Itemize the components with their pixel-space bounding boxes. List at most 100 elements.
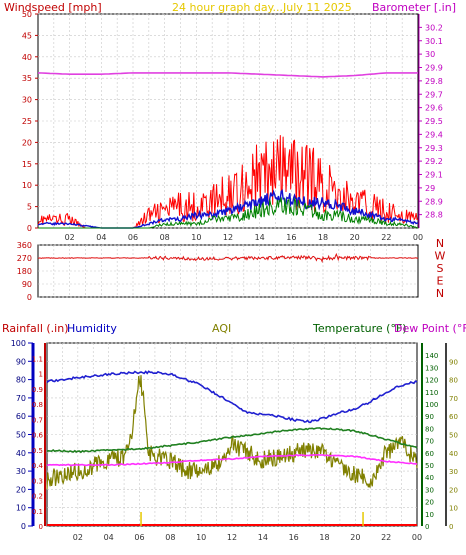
climate-x-tick-label: 22 [381,533,391,542]
direction-y-tick-label: 90 [22,280,32,289]
rainfall-y-tick-label: 1.1 [32,355,43,363]
temperature-line [46,427,418,454]
humidity-y-tick-label: 50 [16,431,26,440]
barometer-y-tick-label: 29.7 [425,90,443,99]
graph-title: 24 hour graph day...July 11 2025 [172,1,352,14]
barometer-y-tick-label: 28.9 [425,197,443,206]
temperature-y-tick-label: 30 [425,486,434,494]
compass-label: W [435,250,446,263]
barometer-y-tick-label: 30.1 [425,37,443,46]
humidity-y-tick-label: 0 [21,522,26,531]
aqi-y-tick-label: 0 [449,523,453,531]
wind-x-tick-label: 12 [223,233,233,242]
aqi-y-tick-label: 60 [449,413,458,421]
aqi-label: AQI [212,322,231,335]
humidity-y-tick-label: 20 [16,485,26,494]
wind-y-tick-label: 25 [22,117,32,126]
rainfall-y-tick-label: 0.4 [32,462,44,470]
humidity-y-tick-label: 10 [16,504,26,513]
wind-x-tick-label: 14 [255,233,265,242]
barometer-y-axis: 28.8 28.9 29 29.1 29.2 29.3 29.4 29.5 29.6 29.7 29… [418,14,443,228]
barometer-y-tick-label: 29 [425,184,435,193]
barometer-y-tick-label: 29.5 [425,117,443,126]
wind-y-tick-label: 45 [22,31,32,40]
wind-y-tick-label: 35 [22,74,32,83]
wind-series [37,72,419,229]
wind-x-tick-label: 16 [286,233,296,242]
barometer-y-tick-label: 29.9 [425,64,443,73]
humidity-line [46,370,418,424]
temperature-y-tick-label: 100 [425,401,438,409]
climate-x-tick-label: 14 [258,533,268,542]
rainfall-y-tick-label: 1 [39,371,43,379]
climate-x-tick-label: 16 [289,533,299,542]
wind-x-tick-label: 04 [96,233,106,242]
barometer-y-tick-label: 30 [425,50,435,59]
humidity-y-tick-label: 30 [16,467,26,476]
temperature-y-tick-label: 20 [425,499,434,507]
aqi-y-tick-label: 70 [449,395,458,403]
temperature-y-tick-label: 40 [425,474,434,482]
temperature-y-tick-label: 0 [425,523,429,531]
wind-x-tick-label: 08 [160,233,170,242]
climate-x-tick-label: 04 [104,533,114,542]
windspeed-label: Windspeed [mph] [4,1,102,14]
climate-x-tick-label: 00 [412,533,422,542]
wind-y-tick-label: 0 [27,224,32,233]
wind-x-tick-label: 00 [413,233,423,242]
humidity-y-tick-label: 80 [16,376,26,385]
compass-label: N [436,287,444,300]
wind-y-tick-label: 30 [22,96,32,105]
wind-direction-line [37,252,419,264]
compass-label: E [437,275,444,288]
temperature-y-tick-label: 140 [425,352,438,360]
rainfall-y-tick-label: 0 [39,523,43,531]
rainfall-label: Rainfall (.in) [2,322,69,335]
wind-x-tick-label: 06 [128,233,138,242]
temperature-y-tick-label: 60 [425,450,434,458]
climate-axes: 010203040506070809010000.10.20.30.40.50.… [11,339,458,531]
dewpoint-line [46,453,418,467]
climate-x-axis: 02 04 06 08 10 12 14 16 18 20 22 00 [73,533,422,542]
humidity-y-tick-label: 70 [16,394,26,403]
rainfall-y-tick-label: 0.7 [32,416,43,424]
barometer-label: Barometer [.in] [372,1,456,14]
dewpoint-label: Dew Point (°F) [394,322,466,335]
aqi-y-tick-label: 20 [449,486,458,494]
aqi-y-tick-label: 80 [449,377,458,385]
direction-series [37,252,419,264]
wind-y-tick-label: 5 [27,203,32,212]
wind-y-tick-label: 40 [22,53,32,62]
barometer-y-tick-label: 29.3 [425,144,443,153]
rainfall-y-tick-label: 0.5 [32,447,43,455]
rainfall-y-tick-label: 0.3 [32,477,43,485]
rainfall-y-tick-label: 0.8 [32,401,43,409]
wind-x-tick-label: 20 [350,233,360,242]
direction-y-tick-label: 270 [17,254,32,263]
humidity-label: Humidity [67,322,117,335]
humidity-y-tick-label: 100 [11,339,26,348]
aqi-y-tick-label: 40 [449,450,458,458]
climate-x-tick-label: 10 [196,533,206,542]
direction-y-tick-label: 0 [27,293,32,302]
temperature-y-tick-label: 80 [425,425,434,433]
barometer-y-tick-label: 29.4 [425,130,443,139]
aqi-y-tick-label: 50 [449,432,458,440]
aqi-y-tick-label: 10 [449,505,458,513]
direction-y-tick-label: 180 [17,267,32,276]
barometer-y-tick-label: 29.2 [425,157,443,166]
temperature-y-tick-label: 110 [425,389,438,397]
wind-low-line [38,197,419,229]
temperature-y-tick-label: 10 [425,511,434,519]
climate-x-tick-label: 20 [350,533,360,542]
climate-series [46,370,418,526]
wind-y-tick-label: 10 [22,181,32,190]
climate-x-tick-label: 12 [227,533,237,542]
wind-x-tick-label: 22 [381,233,391,242]
temperature-y-tick-label: 130 [425,364,438,372]
compass-label: N [436,237,444,250]
climate-x-tick-label: 18 [319,533,329,542]
direction-y-tick-label: 360 [17,241,32,250]
barometer-line [37,72,418,78]
